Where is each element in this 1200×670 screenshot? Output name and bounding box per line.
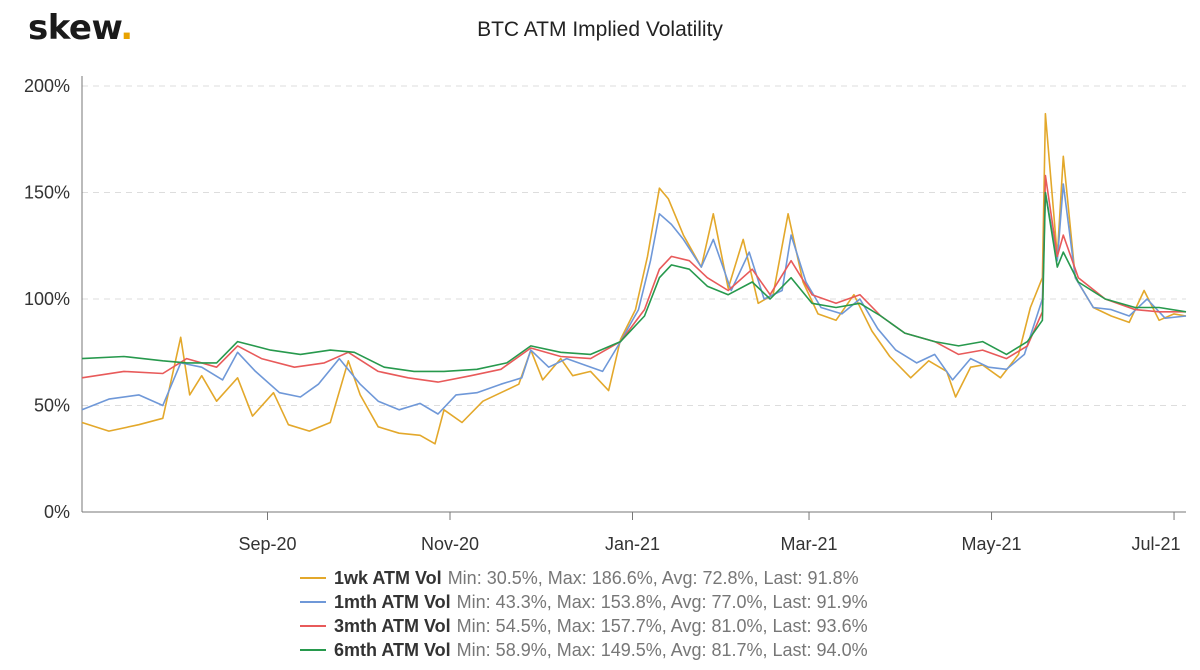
series-line-1 xyxy=(81,112,1187,445)
legend-series-stats: Min: 43.3%, Max: 153.8%, Avg: 77.0%, Las… xyxy=(456,592,868,612)
y-grid xyxy=(82,85,1186,406)
logo-text: skew xyxy=(28,8,121,48)
series-line-4 xyxy=(81,191,1187,373)
legend-series-name: 6mth ATM Vol xyxy=(334,640,451,660)
legend-series-name: 3mth ATM Vol xyxy=(334,616,451,636)
legend-swatch xyxy=(300,625,326,627)
x-tick-label: Sep-20 xyxy=(238,534,296,554)
legend: 1wk ATM Vol Min: 30.5%, Max: 186.6%, Avg:… xyxy=(300,566,868,662)
x-tick-label: Jul-21 xyxy=(1131,534,1180,554)
legend-item[interactable]: 6mth ATM Vol Min: 58.9%, Max: 149.5%, Avg… xyxy=(300,638,868,662)
series-line-2 xyxy=(81,183,1187,415)
legend-item[interactable]: 3mth ATM Vol Min: 54.5%, Max: 157.7%, Avg… xyxy=(300,614,868,638)
legend-series-stats: Min: 54.5%, Max: 157.7%, Avg: 81.0%, Las… xyxy=(456,616,868,636)
y-tick-label: 200% xyxy=(24,76,70,96)
y-tick-label: 50% xyxy=(34,396,70,416)
y-tick-label: 0% xyxy=(44,502,70,522)
logo-dot: . xyxy=(120,8,133,48)
legend-series-name: 1wk ATM Vol xyxy=(334,568,442,588)
legend-swatch xyxy=(300,649,326,651)
legend-swatch xyxy=(300,601,326,603)
x-axis-ticks: Sep-20 Nov-20 Jan-21 Mar-21 May-21 Jul-21 xyxy=(238,512,1181,554)
x-tick-label: May-21 xyxy=(962,534,1022,554)
legend-series-name: 1mth ATM Vol xyxy=(334,592,451,612)
series-lines xyxy=(81,112,1187,445)
x-tick-label: Mar-21 xyxy=(781,534,838,554)
y-axis-ticks: 0% 50% 100% 150% 200% xyxy=(24,76,1186,522)
legend-series-stats: Min: 30.5%, Max: 186.6%, Avg: 72.8%, Las… xyxy=(447,568,859,588)
volatility-chart: 0% 50% 100% 150% 200% Sep-20 Nov-20 Jan-21 Mar-… xyxy=(24,76,1187,554)
y-tick-label: 100% xyxy=(24,289,70,309)
chart-title: BTC ATM Implied Volatility xyxy=(477,18,723,41)
skew-logo: skew. xyxy=(28,8,133,48)
legend-item[interactable]: 1wk ATM Vol Min: 30.5%, Max: 186.6%, Avg:… xyxy=(300,566,868,590)
x-tick-label: Jan-21 xyxy=(605,534,660,554)
series-line-3 xyxy=(81,174,1186,383)
y-tick-label: 150% xyxy=(24,183,70,203)
legend-item[interactable]: 1mth ATM Vol Min: 43.3%, Max: 153.8%, Avg… xyxy=(300,590,868,614)
x-tick-label: Nov-20 xyxy=(421,534,479,554)
legend-series-stats: Min: 58.9%, Max: 149.5%, Avg: 81.7%, Las… xyxy=(456,640,868,660)
legend-swatch xyxy=(300,577,326,579)
